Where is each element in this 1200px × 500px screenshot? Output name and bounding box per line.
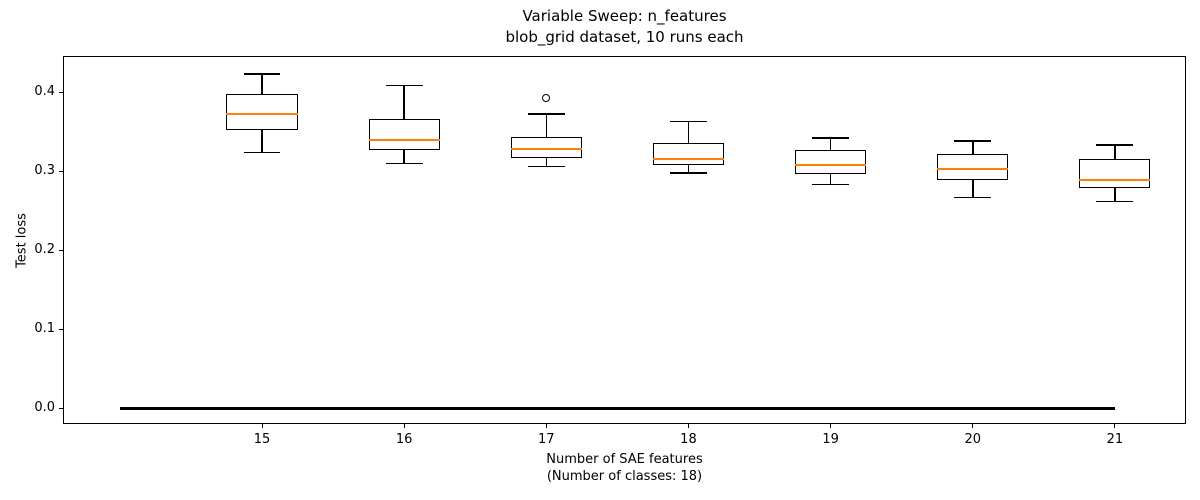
y-tick-label-0.3: 0.3 bbox=[34, 162, 55, 178]
x-tick-16 bbox=[403, 424, 405, 428]
whisker-lower-16 bbox=[403, 149, 405, 164]
x-axis-label-line2: (Number of classes: 18) bbox=[546, 468, 703, 484]
plot-area bbox=[63, 56, 1186, 424]
zero-reference-line bbox=[119, 407, 1115, 411]
median-17 bbox=[510, 148, 582, 151]
x-axis-label-line1: Number of SAE features bbox=[546, 452, 703, 467]
cap-lower-16 bbox=[385, 162, 423, 165]
y-tick-0.4 bbox=[59, 91, 63, 93]
x-tick-17 bbox=[545, 424, 547, 428]
whisker-upper-21 bbox=[1114, 145, 1116, 160]
y-tick-label-0.0: 0.0 bbox=[34, 400, 55, 416]
y-tick-0.0 bbox=[59, 408, 63, 410]
median-18 bbox=[652, 158, 724, 161]
box-16 bbox=[368, 118, 440, 150]
median-19 bbox=[795, 163, 867, 166]
cap-lower-20 bbox=[954, 196, 992, 199]
y-tick-label-0.4: 0.4 bbox=[34, 83, 55, 99]
cap-upper-17 bbox=[527, 113, 565, 115]
x-tick-18 bbox=[687, 424, 689, 428]
outlier-17-0 bbox=[542, 93, 551, 102]
median-15 bbox=[226, 113, 298, 116]
chart-title: Variable Sweep: n_features bbox=[522, 7, 727, 25]
cap-lower-17 bbox=[527, 165, 565, 168]
y-tick-0.3 bbox=[59, 170, 63, 172]
cap-upper-20 bbox=[954, 140, 992, 142]
x-tick-21 bbox=[1114, 424, 1116, 428]
x-tick-label-17: 17 bbox=[538, 432, 555, 447]
whisker-lower-17 bbox=[545, 157, 548, 167]
chart-subtitle: blob_grid dataset, 10 runs each bbox=[505, 28, 744, 46]
x-tick-label-20: 20 bbox=[964, 432, 982, 447]
x-tick-label-18: 18 bbox=[680, 432, 697, 447]
cap-lower-18 bbox=[669, 172, 707, 174]
title-block: Variable Sweep: n_features blob_grid dat… bbox=[63, 6, 1186, 48]
whisker-upper-19 bbox=[829, 137, 832, 150]
y-axis-label: Test loss bbox=[14, 213, 30, 268]
whisker-lower-19 bbox=[829, 173, 832, 185]
y-tick-0.2 bbox=[59, 249, 63, 251]
whisker-lower-21 bbox=[1114, 187, 1116, 202]
x-tick-label-15: 15 bbox=[253, 432, 271, 447]
x-tick-20 bbox=[972, 424, 974, 428]
cap-lower-21 bbox=[1096, 200, 1134, 203]
whisker-lower-20 bbox=[972, 179, 974, 198]
box-20 bbox=[937, 153, 1009, 180]
box-21 bbox=[1079, 159, 1151, 188]
cap-upper-18 bbox=[669, 120, 707, 123]
cap-upper-19 bbox=[812, 137, 850, 139]
whisker-upper-16 bbox=[403, 85, 405, 119]
median-20 bbox=[937, 167, 1009, 170]
box-19 bbox=[795, 149, 867, 174]
y-tick-label-0.2: 0.2 bbox=[34, 241, 55, 257]
box-17 bbox=[510, 137, 582, 158]
whisker-upper-18 bbox=[687, 121, 690, 143]
whisker-upper-15 bbox=[261, 73, 263, 95]
cap-upper-16 bbox=[385, 84, 423, 87]
cap-lower-19 bbox=[812, 183, 850, 186]
cap-lower-15 bbox=[243, 151, 281, 153]
whisker-lower-15 bbox=[261, 130, 263, 153]
median-16 bbox=[368, 138, 440, 141]
x-tick-label-16: 16 bbox=[395, 432, 413, 447]
x-tick-label-21: 21 bbox=[1106, 432, 1124, 447]
box-15 bbox=[226, 94, 298, 131]
y-tick-0.1 bbox=[59, 329, 63, 331]
x-tick-label-19: 19 bbox=[822, 432, 839, 447]
x-tick-15 bbox=[261, 424, 263, 428]
y-tick-label-0.1: 0.1 bbox=[34, 321, 55, 337]
median-21 bbox=[1079, 178, 1151, 181]
cap-upper-21 bbox=[1096, 144, 1134, 146]
cap-upper-15 bbox=[243, 73, 281, 75]
whisker-upper-17 bbox=[545, 114, 548, 138]
x-axis-label: Number of SAE features (Number of classe… bbox=[63, 452, 1186, 485]
whisker-upper-20 bbox=[972, 141, 974, 154]
whisker-lower-18 bbox=[687, 164, 690, 173]
x-tick-19 bbox=[830, 424, 832, 428]
box-18 bbox=[652, 142, 724, 165]
